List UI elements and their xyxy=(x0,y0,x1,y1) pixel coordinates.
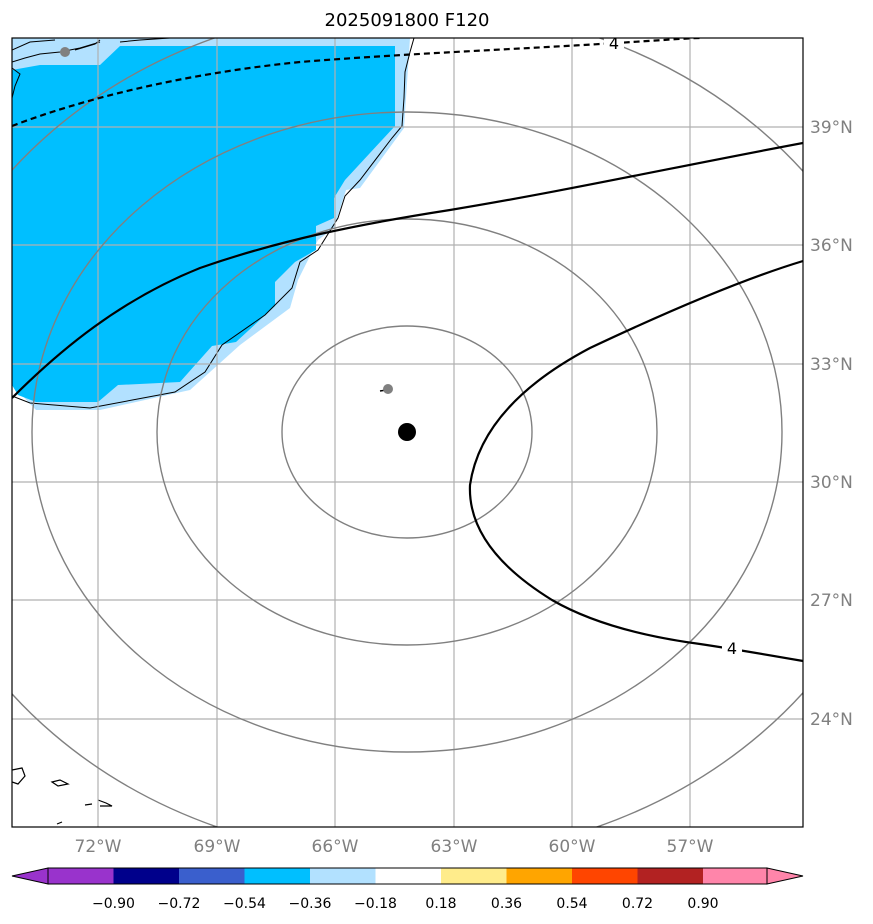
gray-marker-bermuda xyxy=(383,384,393,394)
contour-label-top: 4 xyxy=(609,34,619,53)
colorbar-tick: −0.54 xyxy=(223,896,266,912)
colorbar-tick: 0.36 xyxy=(491,896,522,912)
colorbar-segment xyxy=(638,868,704,884)
lon-tick-label: 60°W xyxy=(549,837,596,857)
lon-tick-label: 72°W xyxy=(75,837,122,857)
colorbar-segment xyxy=(114,868,180,884)
contour-solid-east xyxy=(470,261,803,661)
lon-tick-label: 57°W xyxy=(667,837,714,857)
map-area: 4 4 xyxy=(0,5,873,859)
colorbar-segment xyxy=(507,868,573,884)
colorbar-segment xyxy=(376,868,442,884)
colorbar-tick: 0.18 xyxy=(425,896,456,912)
lon-tick-label: 63°W xyxy=(431,837,478,857)
lat-tick-label: 33°N xyxy=(810,355,853,375)
colorbar-tick: 0.72 xyxy=(622,896,653,912)
storm-center-marker xyxy=(398,423,416,441)
colorbar-tick: 0.54 xyxy=(556,896,587,912)
map-title: 2025091800 F120 xyxy=(325,10,490,31)
colorbar-segment xyxy=(703,868,767,884)
colorbar-segment xyxy=(179,868,245,884)
shaded-field-dark xyxy=(12,46,395,402)
colorbar-segment xyxy=(441,868,507,884)
colorbar-segment xyxy=(245,868,311,884)
colorbar-extend-right xyxy=(767,868,803,884)
lat-tick-label: 36°N xyxy=(810,236,853,256)
lat-tick-label: 24°N xyxy=(810,710,853,730)
colorbar-tick: −0.36 xyxy=(289,896,332,912)
lat-tick-labels: 39°N 36°N 33°N 30°N 27°N 24°N xyxy=(810,118,853,730)
colorbar-segment xyxy=(48,868,114,884)
colorbar: −0.90 −0.72 −0.54 −0.36 −0.18 0.18 0.36 … xyxy=(12,868,803,912)
islands-caribbean xyxy=(12,768,112,824)
gray-marker-northwest xyxy=(60,47,70,57)
colorbar-extend-left xyxy=(12,868,48,884)
lon-tick-label: 66°W xyxy=(312,837,359,857)
lon-tick-labels: 72°W 69°W 66°W 63°W 60°W 57°W xyxy=(75,837,714,857)
colorbar-tick: −0.90 xyxy=(92,896,135,912)
colorbar-tick: −0.72 xyxy=(158,896,201,912)
contour-label-bottom: 4 xyxy=(727,639,737,658)
colorbar-tick: −0.18 xyxy=(354,896,397,912)
colorbar-segment xyxy=(572,868,638,884)
colorbar-segment xyxy=(310,868,376,884)
lon-tick-label: 69°W xyxy=(194,837,241,857)
lat-tick-label: 27°N xyxy=(810,591,853,611)
lat-tick-label: 30°N xyxy=(810,473,853,493)
colorbar-tick: 0.90 xyxy=(687,896,718,912)
lat-tick-label: 39°N xyxy=(810,118,853,138)
